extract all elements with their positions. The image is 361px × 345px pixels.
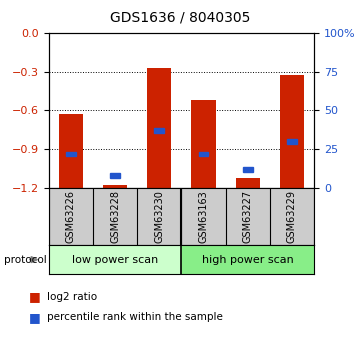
Bar [155,128,164,133]
Text: low power scan: low power scan [72,255,158,265]
Bar [243,167,253,172]
Text: high power scan: high power scan [202,255,293,265]
Text: GSM63163: GSM63163 [199,190,209,243]
Bar [147,68,171,188]
Text: GSM63226: GSM63226 [66,190,76,243]
Text: percentile rank within the sample: percentile rank within the sample [47,313,223,322]
Bar [191,100,216,188]
Text: ■: ■ [29,311,41,324]
Bar [199,151,208,156]
Bar [66,151,76,156]
Text: protocol: protocol [4,255,46,265]
Text: GDS1636 / 8040305: GDS1636 / 8040305 [110,10,251,24]
Bar [280,76,304,188]
Text: log2 ratio: log2 ratio [47,292,97,302]
Text: GSM63228: GSM63228 [110,190,120,243]
Text: ■: ■ [29,290,41,303]
Bar [182,245,314,274]
Bar [103,186,127,188]
Bar [49,245,182,274]
Text: GSM63229: GSM63229 [287,190,297,243]
Bar [110,173,120,178]
Text: GSM63230: GSM63230 [154,190,164,243]
Bar [287,139,297,144]
Bar [236,178,260,188]
Text: GSM63227: GSM63227 [243,190,253,243]
Bar [59,114,83,188]
